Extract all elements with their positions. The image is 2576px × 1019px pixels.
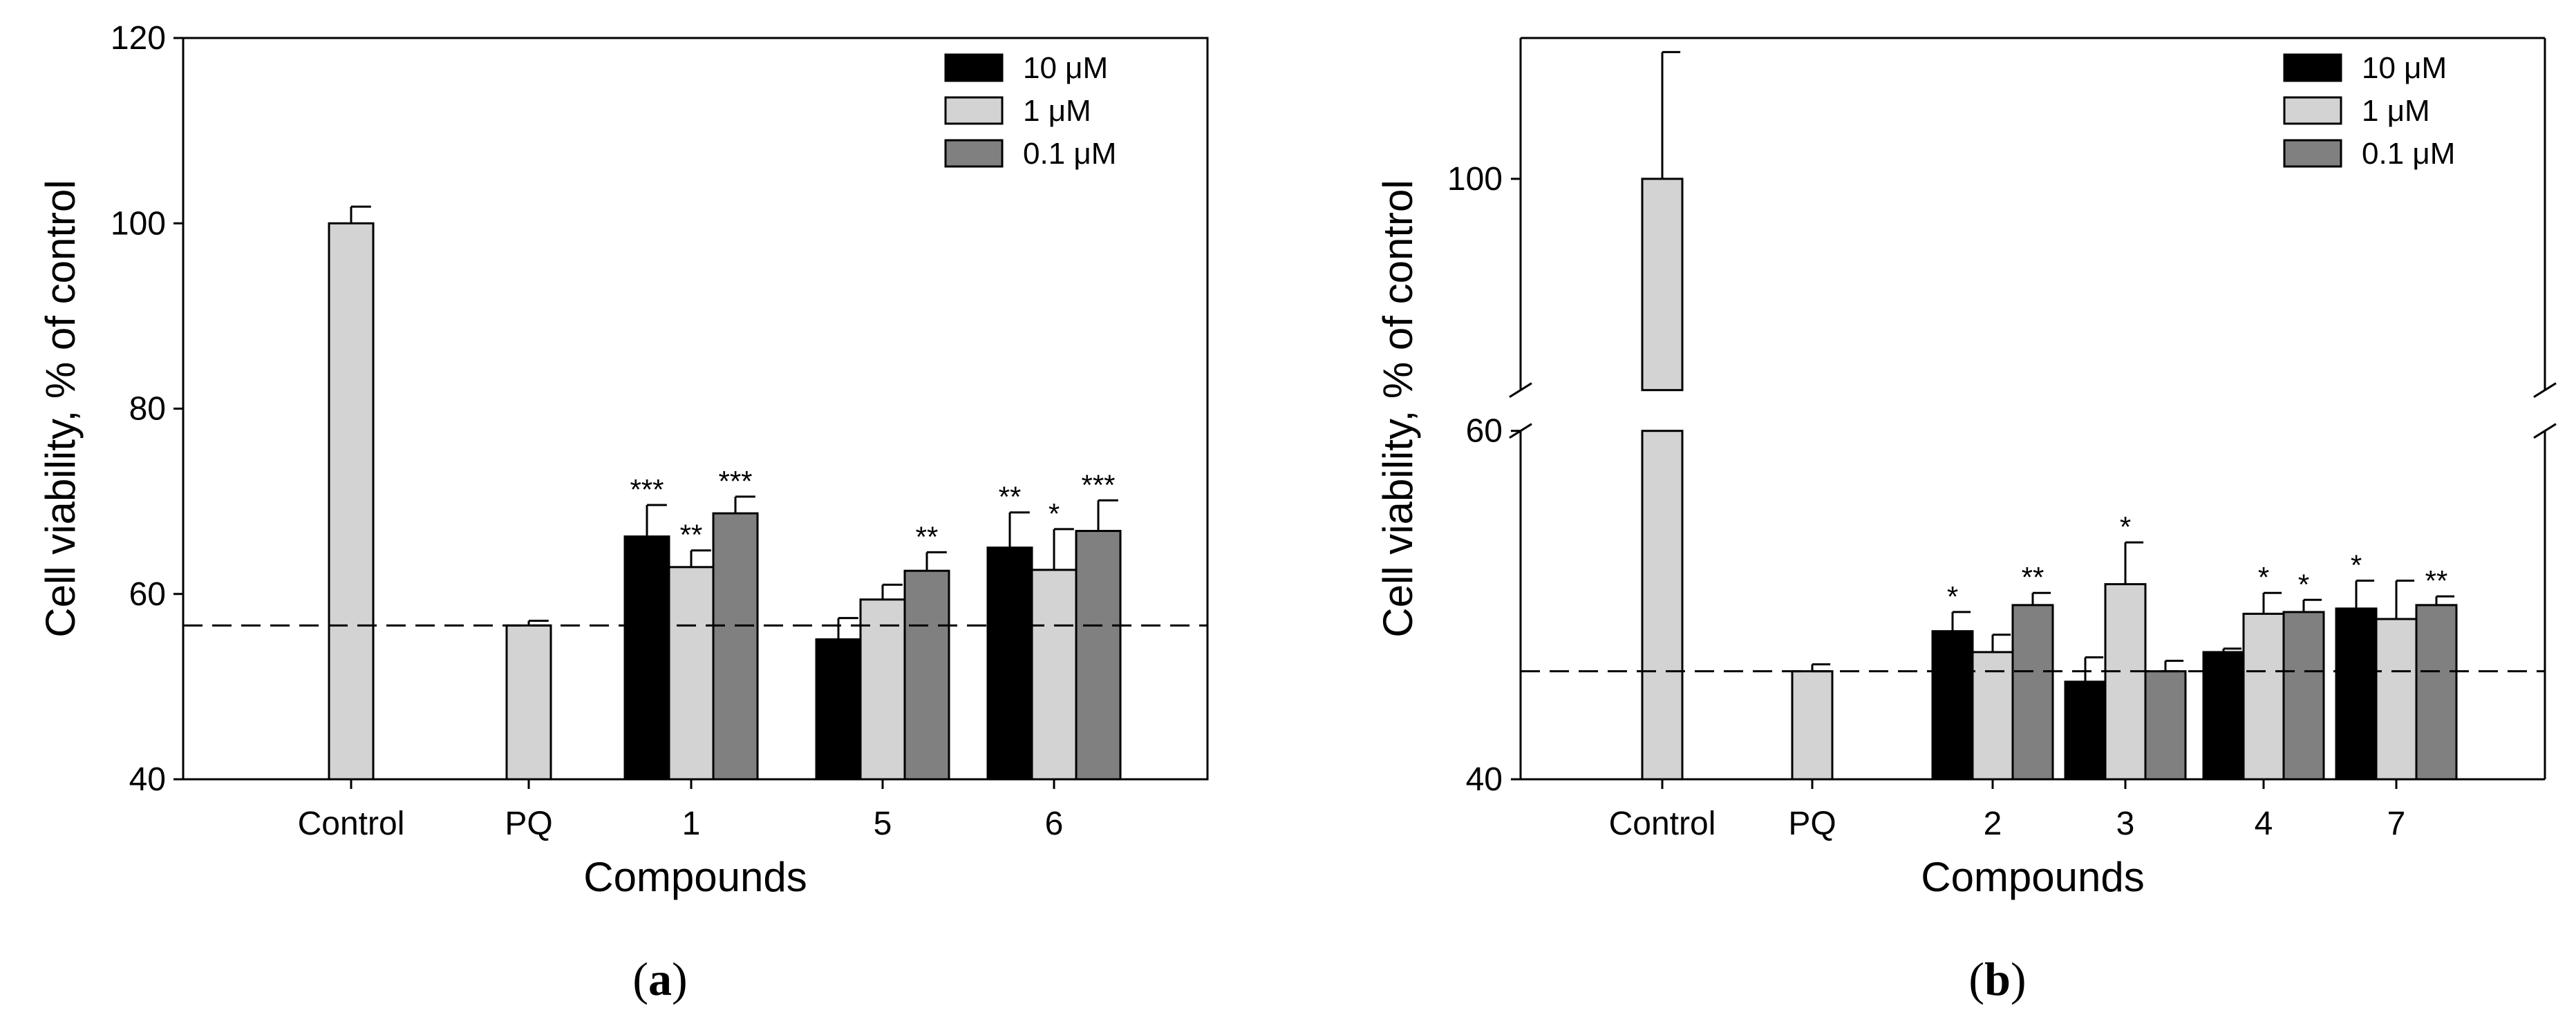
y-tick-label: 40: [1466, 761, 1503, 798]
legend-label: 1 μM: [2362, 94, 2430, 128]
y-tick-label: 80: [129, 391, 166, 428]
x-tick-label: 6: [1045, 806, 1064, 842]
bar: [505, 624, 552, 781]
bar: [2242, 612, 2285, 781]
bar: [2011, 604, 2054, 781]
legend-swatch: [2283, 96, 2342, 125]
legend-swatch: [944, 139, 1004, 168]
panel-caption: (a): [632, 953, 687, 1005]
x-tick-label: PQ: [505, 806, 552, 842]
x-tick-label: 7: [2387, 806, 2406, 842]
significance-marker: ***: [718, 465, 752, 497]
x-tick-label: 2: [1984, 806, 2002, 842]
bar: [328, 222, 375, 781]
y-tick-label: 120: [111, 20, 166, 57]
axis-break-mark: [2533, 423, 2557, 439]
significance-marker: *: [2298, 568, 2309, 600]
bar: [712, 512, 759, 781]
bar: [1031, 569, 1078, 781]
x-tick-label: 1: [682, 806, 701, 842]
significance-marker: **: [916, 520, 939, 553]
significance-marker: *: [2351, 549, 2362, 582]
bar: [1931, 630, 1974, 781]
bar: [859, 598, 906, 781]
caption-close-paren: ): [2011, 953, 2027, 1005]
significance-marker: **: [2425, 564, 2448, 597]
legend-swatch: [2283, 139, 2342, 168]
x-tick-label: Control: [1609, 806, 1716, 842]
bar: [668, 566, 715, 781]
x-tick-label: 5: [874, 806, 892, 842]
caption-open-paren: (: [1968, 953, 1984, 1005]
x-tick-label: PQ: [1788, 806, 1836, 842]
legend-label: 10 μM: [2362, 51, 2447, 85]
x-axis-title: Compounds: [1921, 854, 2145, 900]
bar: [2104, 583, 2147, 781]
legend-label: 0.1 μM: [1023, 137, 1116, 171]
x-tick-label: 4: [2255, 806, 2273, 842]
caption-open-paren: (: [632, 953, 648, 1005]
bar: [2064, 680, 2107, 781]
y-tick-label: 60: [1466, 413, 1503, 450]
significance-marker: *: [2258, 561, 2269, 593]
legend-swatch: [944, 53, 1004, 82]
x-axis-title: Compounds: [583, 854, 807, 900]
y-tick-label: 60: [129, 576, 166, 613]
bar: [1971, 651, 2014, 781]
bar-upper: [1641, 178, 1684, 392]
bar: [2335, 607, 2378, 781]
y-tick-label: 40: [129, 761, 166, 798]
axis-break-mark: [1509, 382, 1532, 398]
x-tick-label: Control: [298, 806, 405, 842]
significance-marker: **: [2022, 561, 2044, 593]
y-axis-title: Cell viability, % of control: [1375, 180, 1421, 637]
legend-label: 1 μM: [1023, 94, 1091, 128]
bar: [623, 535, 670, 781]
bar: [1791, 670, 1834, 781]
legend-label: 0.1 μM: [2362, 137, 2455, 171]
bar: [1075, 530, 1122, 781]
x-tick-label: 3: [2116, 806, 2135, 842]
bar: [2202, 651, 2245, 781]
significance-marker: ***: [1081, 468, 1115, 501]
significance-marker: **: [999, 481, 1022, 513]
significance-marker: *: [2120, 511, 2131, 543]
caption-letter: a: [648, 953, 672, 1005]
bar: [815, 638, 862, 781]
legend-swatch: [2283, 53, 2342, 82]
legend-label: 10 μM: [1023, 51, 1108, 85]
significance-marker: *: [1947, 580, 1958, 613]
bar: [2144, 670, 2187, 781]
y-tick-label: 100: [111, 205, 166, 242]
panel-caption: (b): [1968, 953, 2026, 1005]
bar: [2415, 604, 2458, 781]
caption-letter: b: [1984, 953, 2011, 1005]
significance-marker: ***: [630, 473, 664, 506]
bar: [2282, 611, 2325, 781]
y-axis-title: Cell viability, % of control: [37, 180, 84, 637]
bar-lower: [1641, 430, 1684, 781]
caption-close-paren: ): [672, 953, 688, 1005]
significance-marker: *: [1049, 497, 1060, 530]
axis-break-mark: [2533, 382, 2557, 398]
legend-swatch: [944, 96, 1004, 125]
significance-marker: **: [680, 519, 703, 551]
y-tick-label: 100: [1447, 161, 1503, 198]
bar: [986, 546, 1033, 781]
bar: [903, 569, 950, 781]
bar: [2375, 618, 2418, 781]
